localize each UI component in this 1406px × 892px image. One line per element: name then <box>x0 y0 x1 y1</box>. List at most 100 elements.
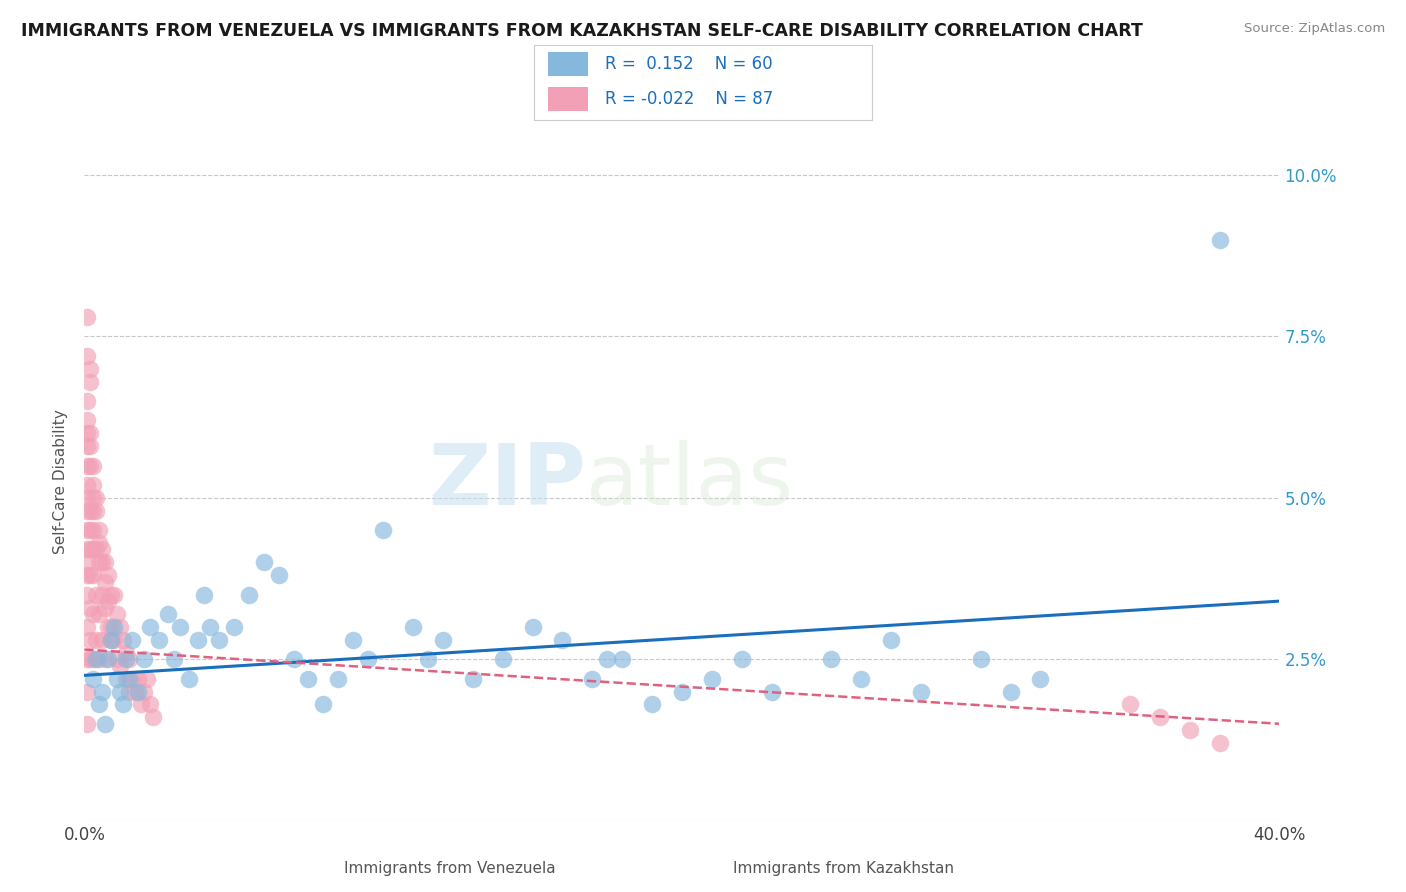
Point <box>238 588 260 602</box>
Point <box>142 710 165 724</box>
Point <box>79 600 101 615</box>
Point <box>118 652 141 666</box>
Point <box>76 458 98 473</box>
Point <box>342 632 364 647</box>
Point <box>76 716 98 731</box>
Point <box>124 684 146 698</box>
Point <box>121 672 143 686</box>
Point <box>76 491 98 505</box>
Point <box>82 568 104 582</box>
Point <box>127 672 149 686</box>
Point <box>76 310 98 324</box>
Text: ZIP: ZIP <box>429 440 586 524</box>
Point <box>82 504 104 518</box>
Point <box>100 620 122 634</box>
Point <box>86 652 108 666</box>
Text: Immigrants from Kazakhstan: Immigrants from Kazakhstan <box>733 861 955 876</box>
Point <box>103 632 125 647</box>
Point <box>522 620 544 634</box>
Point <box>461 672 484 686</box>
Point <box>169 620 191 634</box>
Point <box>297 672 319 686</box>
Y-axis label: Self-Care Disability: Self-Care Disability <box>53 409 69 554</box>
Point <box>94 555 117 569</box>
Point <box>253 555 276 569</box>
Point <box>82 458 104 473</box>
Text: IMMIGRANTS FROM VENEZUELA VS IMMIGRANTS FROM KAZAKHSTAN SELF-CARE DISABILITY COR: IMMIGRANTS FROM VENEZUELA VS IMMIGRANTS … <box>21 22 1143 40</box>
Point <box>103 588 125 602</box>
Point <box>551 632 574 647</box>
Point <box>82 672 104 686</box>
Point <box>198 620 221 634</box>
Point <box>86 588 108 602</box>
Point <box>100 588 122 602</box>
Point <box>79 542 101 557</box>
Point <box>82 652 104 666</box>
Point <box>115 646 138 660</box>
Point <box>82 491 104 505</box>
Point <box>641 698 664 712</box>
Point <box>86 632 108 647</box>
Point <box>328 672 350 686</box>
Point <box>76 413 98 427</box>
Point <box>1178 723 1201 738</box>
Point <box>97 594 120 608</box>
Point <box>76 426 98 441</box>
Point <box>581 672 603 686</box>
Point <box>208 632 231 647</box>
Point <box>94 716 117 731</box>
Point <box>76 588 98 602</box>
Point <box>402 620 425 634</box>
Point <box>129 698 152 712</box>
Point <box>110 684 132 698</box>
Point <box>94 600 117 615</box>
Point <box>86 504 108 518</box>
Point <box>76 349 98 363</box>
Point <box>82 607 104 621</box>
Point <box>82 523 104 537</box>
Point <box>89 536 111 550</box>
Point <box>76 555 98 569</box>
Bar <box>548 52 588 77</box>
Text: Immigrants from Venezuela: Immigrants from Venezuela <box>344 861 555 876</box>
Point <box>1119 698 1142 712</box>
Point <box>76 504 98 518</box>
Point <box>79 439 101 453</box>
Point <box>100 632 122 647</box>
Bar <box>548 87 588 112</box>
Point <box>79 568 101 582</box>
Point <box>193 588 215 602</box>
Point <box>89 652 111 666</box>
Point <box>671 684 693 698</box>
Point <box>139 620 162 634</box>
Point <box>312 698 335 712</box>
Point <box>76 542 98 557</box>
Point <box>115 672 138 686</box>
Point <box>105 652 128 666</box>
Point <box>94 652 117 666</box>
Point <box>110 658 132 673</box>
Point <box>1029 672 1052 686</box>
Point <box>139 698 162 712</box>
Text: R =  0.152    N = 60: R = 0.152 N = 60 <box>605 55 773 73</box>
Point <box>115 652 138 666</box>
Point <box>371 523 394 537</box>
Point <box>97 652 120 666</box>
Point <box>136 672 159 686</box>
Point <box>880 632 903 647</box>
Point <box>82 542 104 557</box>
Point <box>76 684 98 698</box>
Point <box>849 672 872 686</box>
Point <box>118 684 141 698</box>
Point <box>86 542 108 557</box>
Point <box>267 568 290 582</box>
Point <box>100 632 122 647</box>
Point <box>76 652 98 666</box>
Point <box>132 684 156 698</box>
Point <box>970 652 993 666</box>
Point <box>112 632 135 647</box>
Point <box>1208 233 1232 247</box>
Point <box>283 652 305 666</box>
Point <box>86 491 108 505</box>
Point <box>121 632 143 647</box>
